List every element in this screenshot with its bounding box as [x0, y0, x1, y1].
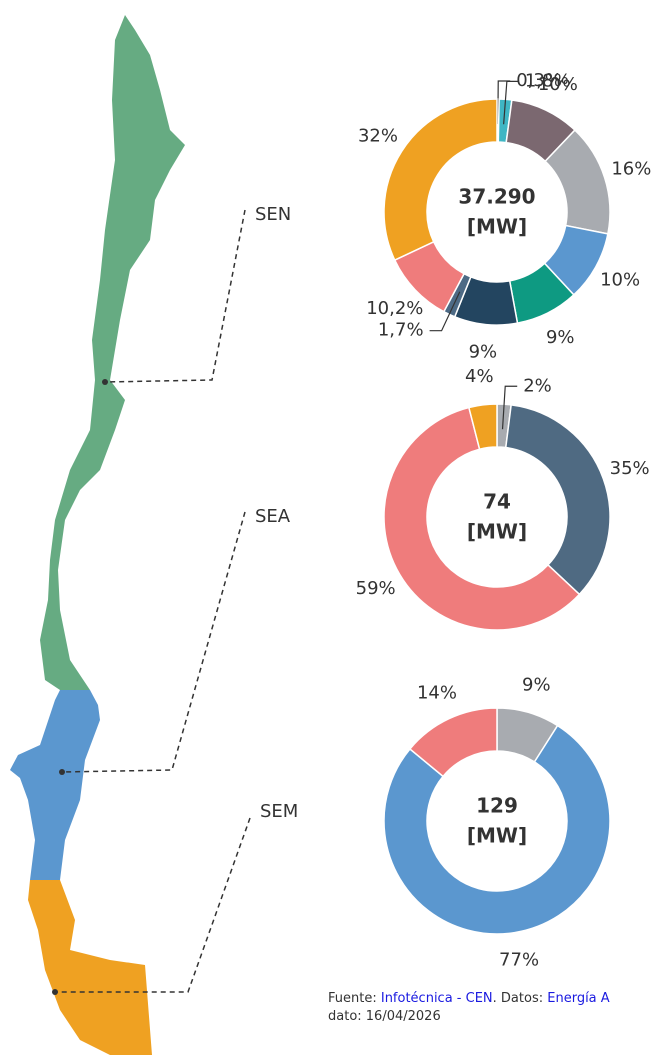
- value-label: 0,3%: [516, 70, 562, 91]
- leader: [104, 209, 246, 383]
- center-label: 74: [483, 490, 511, 514]
- center-label: 129: [476, 794, 518, 818]
- dot: [52, 989, 58, 995]
- footer-date: dato: 16/04/2026: [328, 1009, 441, 1024]
- leader: [503, 80, 519, 125]
- segment: [383, 406, 581, 631]
- value-label: 16%: [611, 158, 651, 179]
- region-label: SEN: [255, 204, 291, 225]
- value-label: 14%: [417, 682, 457, 703]
- value-label: 9%: [546, 327, 575, 348]
- value-label: 10,2%: [366, 298, 423, 319]
- source-label: Fuente:: [328, 991, 377, 1006]
- value-label: 77%: [499, 949, 539, 970]
- data-source: Energía A: [547, 991, 610, 1006]
- center-label: [MW]: [467, 520, 527, 544]
- center-label: [MW]: [467, 824, 527, 848]
- segment: [504, 404, 611, 596]
- center-label: [MW]: [467, 215, 527, 239]
- value-label: 59%: [356, 578, 396, 599]
- footer: Fuente: Infotécnica - CEN. Datos: Energí…: [328, 991, 610, 1006]
- segment: [467, 403, 498, 451]
- value-label: 9%: [522, 675, 551, 696]
- sea-region: [10, 690, 100, 880]
- data-label: . Datos:: [493, 991, 543, 1006]
- value-label: 2%: [523, 375, 552, 396]
- value-label: 32%: [358, 125, 398, 146]
- value-label: 10%: [538, 74, 578, 95]
- segment: [383, 724, 611, 935]
- sen-region: [40, 15, 185, 690]
- sem-region: [28, 880, 152, 1055]
- value-label: 9%: [469, 341, 498, 362]
- donuts: 0,3%1,8%10%16%10%9%9%1,7%10,2%32%37.290[…: [356, 70, 652, 970]
- region-label: SEA: [255, 506, 291, 527]
- value-label: 1,7%: [378, 320, 424, 341]
- leader: [501, 385, 518, 430]
- value-label: 35%: [610, 458, 650, 479]
- dot: [59, 769, 65, 775]
- value-label: 10%: [600, 270, 640, 291]
- leader: [55, 817, 251, 993]
- map: SEN SEA SEM: [10, 15, 298, 1055]
- leader: [497, 80, 511, 125]
- segment: [383, 98, 498, 262]
- leader: [429, 291, 461, 332]
- dot: [102, 379, 108, 385]
- value-label: 1,8%: [525, 70, 571, 91]
- value-label: 4%: [465, 366, 494, 387]
- source: Infotécnica - CEN: [381, 991, 493, 1006]
- center-label: 37.290: [458, 185, 535, 209]
- segment: [408, 707, 498, 778]
- region-label: SEM: [260, 801, 298, 822]
